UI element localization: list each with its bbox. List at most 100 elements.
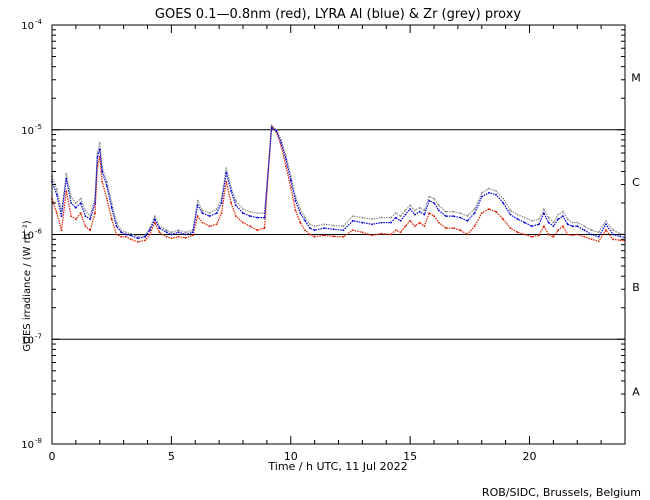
data-point xyxy=(423,209,426,212)
data-point xyxy=(404,209,407,212)
data-point xyxy=(215,223,218,226)
data-point xyxy=(619,235,622,238)
data-point xyxy=(380,221,383,224)
data-point xyxy=(445,210,447,213)
data-point xyxy=(149,229,151,232)
data-point xyxy=(55,188,58,191)
data-point xyxy=(433,202,435,204)
data-point xyxy=(531,219,533,222)
data-point xyxy=(94,202,96,204)
flare-class-label: A xyxy=(632,386,640,399)
x-axis-label: Time / h UTC, 11 Jul 2022 xyxy=(267,460,407,473)
data-point xyxy=(523,221,526,224)
data-point xyxy=(538,218,540,221)
flare-class-label: C xyxy=(632,176,640,189)
y-tick-label: 10 xyxy=(21,126,34,137)
data-point xyxy=(289,186,292,189)
data-point xyxy=(547,221,550,224)
chart-title: GOES 0.1—0.8nm (red), LYRA Al (blue) & Z… xyxy=(155,7,521,22)
data-point xyxy=(342,235,345,238)
data-point xyxy=(79,197,82,200)
data-point xyxy=(144,235,147,238)
data-point xyxy=(566,218,569,221)
data-point xyxy=(309,223,311,226)
data-point xyxy=(516,231,519,234)
data-point xyxy=(153,215,156,218)
data-point xyxy=(256,216,259,219)
data-point xyxy=(149,227,151,230)
data-point xyxy=(153,221,156,224)
data-point xyxy=(230,202,233,204)
y-tick-exponent: -6 xyxy=(35,228,43,236)
data-point xyxy=(65,172,68,175)
data-point xyxy=(275,129,278,132)
data-point xyxy=(285,165,287,168)
x-tick-label: 5 xyxy=(168,450,175,463)
data-point xyxy=(399,215,402,218)
data-point xyxy=(552,225,555,228)
data-point xyxy=(196,199,199,202)
data-point xyxy=(299,208,302,210)
data-point xyxy=(495,210,497,213)
data-point xyxy=(299,221,302,224)
data-point xyxy=(75,202,77,204)
data-point xyxy=(361,231,364,234)
data-point xyxy=(414,209,416,212)
data-point xyxy=(459,229,462,232)
data-point xyxy=(562,225,564,228)
data-point xyxy=(84,225,87,228)
data-point xyxy=(332,224,335,227)
y-tick-label: 10 xyxy=(21,335,34,346)
data-point xyxy=(215,208,218,210)
data-point xyxy=(60,215,63,218)
data-point xyxy=(480,212,483,215)
data-point xyxy=(605,223,607,226)
data-point xyxy=(390,233,392,236)
data-point xyxy=(452,210,454,213)
data-point xyxy=(249,215,252,218)
data-point xyxy=(144,239,147,242)
data-point xyxy=(583,225,586,228)
data-point xyxy=(177,231,180,234)
y-tick-label: 10 xyxy=(21,21,34,32)
data-point xyxy=(466,215,469,218)
data-point xyxy=(137,237,139,240)
x-tick-label: 0 xyxy=(49,450,56,463)
y-tick-exponent: -8 xyxy=(35,437,42,445)
data-point xyxy=(576,221,579,224)
data-point xyxy=(590,238,593,241)
data-point xyxy=(583,235,586,238)
data-point xyxy=(473,208,476,210)
data-point xyxy=(249,210,252,213)
data-point xyxy=(101,180,103,183)
data-point xyxy=(488,191,490,194)
data-point xyxy=(184,231,187,234)
data-point xyxy=(445,215,447,218)
data-point xyxy=(488,187,490,190)
data-point xyxy=(106,185,108,188)
data-point xyxy=(404,225,407,228)
data-point xyxy=(552,221,555,224)
data-point xyxy=(115,225,118,228)
data-point xyxy=(361,221,364,224)
data-point xyxy=(597,240,600,243)
data-point xyxy=(129,234,132,237)
data-point xyxy=(538,234,540,237)
data-point xyxy=(459,212,462,215)
data-point xyxy=(466,233,469,236)
data-point xyxy=(502,197,505,200)
data-point xyxy=(242,208,244,210)
data-point xyxy=(208,215,211,218)
data-point xyxy=(612,238,614,241)
data-point xyxy=(294,199,297,202)
data-point xyxy=(120,231,123,234)
data-point xyxy=(170,233,173,236)
data-point xyxy=(215,212,218,215)
data-point xyxy=(120,229,123,232)
data-point xyxy=(98,141,101,144)
data-point xyxy=(342,229,345,232)
data-point xyxy=(75,206,77,209)
data-point xyxy=(208,212,211,215)
data-point xyxy=(101,170,103,173)
data-point xyxy=(270,126,273,129)
